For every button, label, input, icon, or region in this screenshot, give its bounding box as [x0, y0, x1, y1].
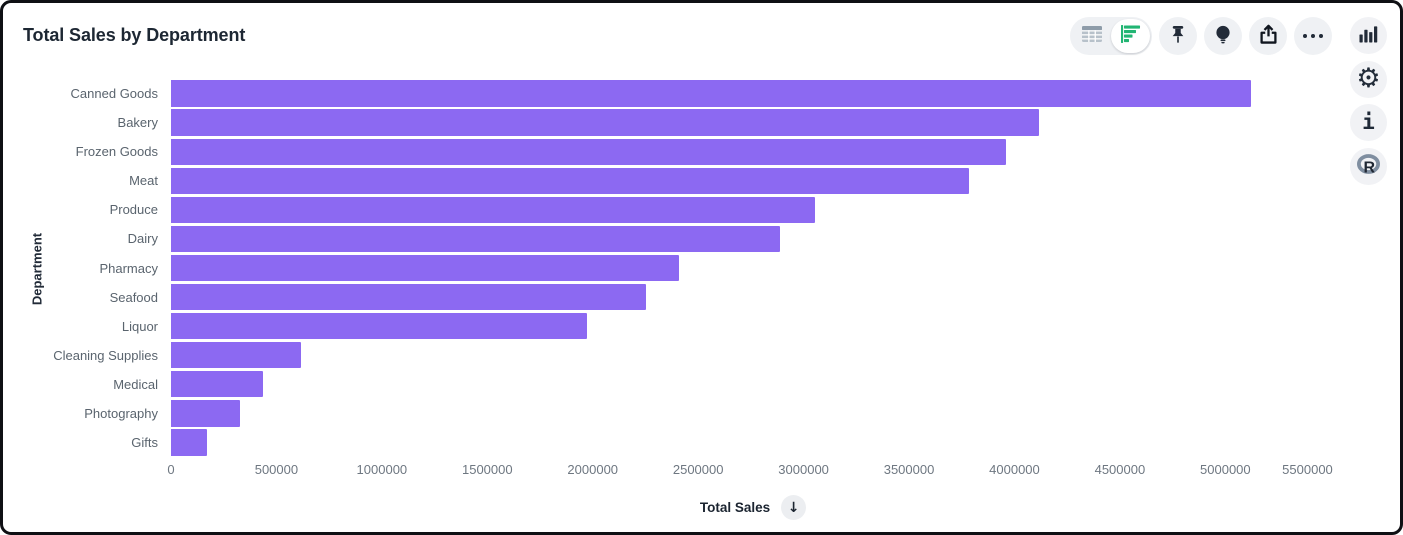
x-tick-label: 500000	[254, 462, 299, 478]
x-tick-label: 5000000	[1200, 462, 1251, 478]
bar-row: Photography	[15, 399, 1335, 428]
table-grid-icon	[1081, 25, 1102, 47]
category-label: Pharmacy	[99, 260, 158, 276]
sort-descending-button[interactable]: ↓	[781, 495, 807, 521]
category-label: Photography	[84, 405, 158, 421]
chart-area: Canned Goods Bakery Frozen Goods Meat Produc…	[15, 79, 1335, 521]
bar-photography[interactable]	[171, 400, 240, 427]
bar-row: Produce	[15, 195, 1335, 224]
settings-button[interactable]: ⚙	[1350, 60, 1387, 98]
category-label: Seafood	[109, 289, 158, 305]
category-label: Canned Goods	[70, 86, 158, 102]
x-axis-title-row: Total Sales ↓	[171, 495, 1335, 521]
toolbar	[1070, 17, 1332, 55]
plot-area: Canned Goods Bakery Frozen Goods Meat Produc…	[15, 79, 1335, 457]
bar-row: Meat	[15, 166, 1335, 195]
bar-track	[171, 428, 1335, 457]
table-view-button[interactable]	[1072, 19, 1111, 53]
bar-track	[171, 370, 1335, 399]
bar-track	[171, 108, 1335, 137]
x-tick-label: 2000000	[567, 462, 619, 478]
category-label: Frozen Goods	[75, 144, 158, 160]
category-label: Medical	[113, 376, 158, 392]
x-tick-label: 0	[167, 462, 175, 478]
bar-track	[171, 195, 1335, 224]
bar-liquor[interactable]	[171, 313, 588, 340]
r-language-button[interactable]: R	[1350, 147, 1387, 185]
x-tick-label: 5500000	[1282, 462, 1333, 478]
bar-frozen-goods[interactable]	[171, 138, 1007, 165]
explain-button[interactable]	[1204, 17, 1242, 55]
bar-track	[171, 312, 1335, 341]
svg-text:R: R	[1363, 159, 1375, 176]
bar-produce[interactable]	[171, 196, 816, 223]
x-tick-label: 3500000	[883, 462, 935, 478]
bar-row: Dairy	[15, 224, 1335, 253]
pushpin-icon	[1167, 24, 1189, 49]
lightbulb-icon	[1212, 24, 1234, 49]
bar-meat[interactable]	[171, 167, 970, 194]
bar-track	[171, 166, 1335, 195]
bar-row: Seafood	[15, 283, 1335, 312]
bar-row: Medical	[15, 370, 1335, 399]
bar-row: Frozen Goods	[15, 137, 1335, 166]
horizontal-bar-chart-icon	[1120, 24, 1141, 48]
view-toggle	[1070, 17, 1152, 55]
x-tick-label: 3000000	[778, 462, 829, 478]
bar-row: Canned Goods	[15, 79, 1335, 108]
bar-row: Pharmacy	[15, 253, 1335, 282]
bar-cleaning-supplies[interactable]	[171, 342, 301, 369]
chart-type-button[interactable]	[1350, 17, 1387, 54]
category-label: Cleaning Supplies	[53, 347, 158, 363]
bar-gifts[interactable]	[171, 429, 207, 456]
x-tick-label: 4500000	[1094, 462, 1146, 478]
bar-pharmacy[interactable]	[171, 254, 680, 282]
page-title: Total Sales by Department	[23, 25, 246, 45]
chart-view-button[interactable]	[1111, 19, 1150, 53]
pin-button[interactable]	[1159, 17, 1197, 55]
bar-seafood[interactable]	[171, 283, 647, 311]
category-label: Gifts	[131, 434, 158, 450]
x-axis-title: Total Sales	[699, 500, 771, 516]
share-upload-icon	[1257, 23, 1280, 49]
column-chart-icon	[1359, 25, 1378, 46]
bar-track	[171, 341, 1335, 370]
x-tick-label: 1500000	[461, 462, 513, 478]
bar-bakery[interactable]	[171, 109, 1039, 136]
side-rail: ⚙ i R	[1350, 17, 1387, 185]
bar-dairy[interactable]	[171, 225, 781, 253]
bar-row: Bakery	[15, 108, 1335, 137]
bar-medical[interactable]	[171, 371, 263, 398]
ellipsis-icon	[1303, 33, 1323, 39]
info-icon: i	[1362, 110, 1375, 134]
x-tick-label: 4000000	[989, 462, 1040, 478]
category-label: Liquor	[121, 318, 158, 334]
bar-track	[171, 399, 1335, 428]
more-options-button[interactable]	[1294, 17, 1332, 55]
r-logo-icon: R	[1356, 153, 1381, 179]
category-label: Dairy	[127, 231, 158, 247]
bar-track	[171, 283, 1335, 312]
category-label: Meat	[129, 173, 158, 189]
bar-row: Gifts	[15, 428, 1335, 457]
bar-track	[171, 224, 1335, 253]
bar-row: Liquor	[15, 312, 1335, 341]
category-label: Produce	[109, 202, 158, 218]
bar-track	[171, 79, 1335, 108]
x-tick-label: 2500000	[672, 462, 724, 478]
gear-icon: ⚙	[1356, 62, 1381, 94]
info-button[interactable]: i	[1350, 104, 1387, 141]
bar-track	[171, 137, 1335, 166]
bar-row: Cleaning Supplies	[15, 341, 1335, 370]
arrow-down-icon: ↓	[787, 499, 800, 516]
x-axis: 0 500000 1000000 1500000 2000000 2500000 30000…	[167, 462, 1335, 480]
category-label: Bakery	[117, 115, 158, 131]
export-button[interactable]	[1249, 17, 1287, 55]
x-tick-label: 1000000	[356, 462, 408, 478]
bar-canned-goods[interactable]	[171, 80, 1251, 107]
bar-track	[171, 253, 1335, 282]
